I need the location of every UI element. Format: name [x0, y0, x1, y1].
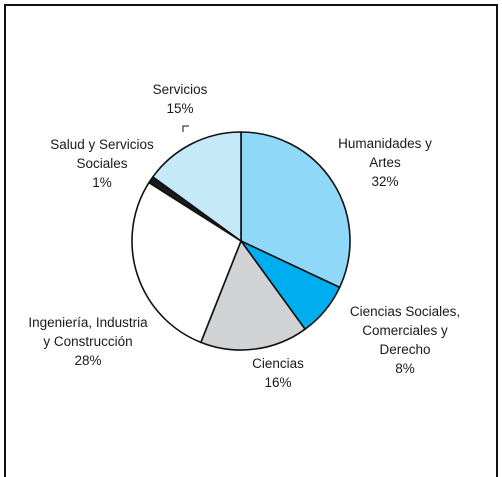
pie-slice-4	[131, 181, 242, 344]
slice-percent-4: 28%	[74, 353, 101, 368]
slice-label-line: Sociales	[76, 156, 127, 171]
slice-label-line: Humanidades y	[338, 136, 432, 151]
slice-label-2: Ciencias Sociales, Comerciales y Derecho 8%	[350, 304, 460, 376]
pie-slice-6	[152, 131, 242, 242]
slice-percent-6: 15%	[166, 101, 193, 116]
servicios-leader-line	[182, 125, 189, 132]
slice-label-line: y Construcción	[43, 334, 132, 349]
pie-slice-3	[200, 240, 306, 351]
slice-label-line: Ingeniería, Industria	[28, 315, 148, 330]
slice-label-6: Servicios 15%	[153, 82, 208, 116]
slice-label-1: Humanidades y Artes 32%	[338, 136, 432, 189]
slice-label-line: Ciencias Sociales,	[350, 304, 460, 319]
pie-slices	[131, 131, 351, 351]
slice-label-line: Derecho	[379, 342, 430, 357]
slice-label-3: Ciencias 16%	[252, 356, 304, 390]
slice-percent-5: 1%	[92, 175, 112, 190]
slice-label-line: Artes	[369, 155, 401, 170]
slice-percent-2: 8%	[395, 361, 415, 376]
slice-label-line: Salud y Servicios	[50, 137, 154, 152]
pie-labels: Humanidades y Artes 32%Ciencias Sociales, C…	[28, 82, 460, 390]
slice-label-line: Ciencias	[252, 356, 304, 371]
slice-label-line: Servicios	[153, 82, 208, 97]
slice-percent-1: 32%	[371, 174, 398, 189]
slice-label-line: Comerciales y	[362, 323, 448, 338]
slice-label-4: Ingeniería, Industria y Construcción 28%	[28, 315, 148, 368]
pie-slice-1	[240, 131, 351, 289]
slice-percent-3: 16%	[264, 375, 291, 390]
slice-label-5: Salud y Servicios Sociales 1%	[50, 137, 154, 190]
